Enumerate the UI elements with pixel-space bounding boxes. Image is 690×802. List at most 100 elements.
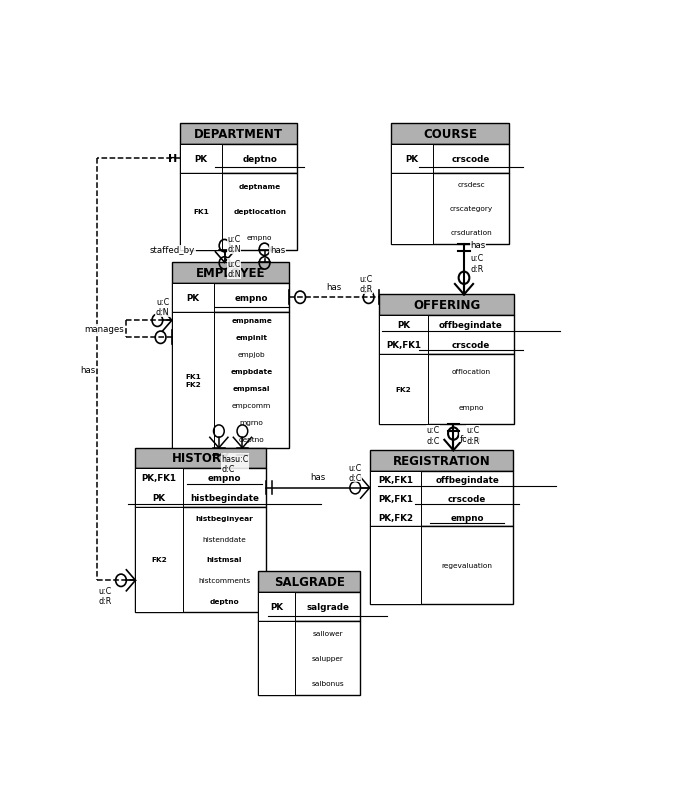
Text: PK: PK xyxy=(195,155,208,164)
Bar xyxy=(172,283,290,313)
Text: histenddate: histenddate xyxy=(203,536,246,542)
Bar xyxy=(259,621,360,695)
Bar xyxy=(135,448,266,468)
Text: u:C
d:R: u:C d:R xyxy=(471,254,484,273)
Text: crsduration: crsduration xyxy=(450,229,492,236)
Bar xyxy=(180,124,297,144)
Text: deptno: deptno xyxy=(239,437,265,443)
Text: salupper: salupper xyxy=(312,655,344,661)
Bar xyxy=(380,354,428,425)
Bar xyxy=(180,173,222,250)
Text: OFFERING: OFFERING xyxy=(413,299,480,312)
Text: u:C
d:N: u:C d:N xyxy=(155,298,169,317)
Bar xyxy=(380,315,514,354)
Text: has: has xyxy=(81,365,96,375)
Text: FK2: FK2 xyxy=(395,387,411,392)
Text: FK2: FK2 xyxy=(151,557,167,563)
Text: manages: manages xyxy=(84,325,124,334)
Bar xyxy=(172,312,290,448)
Text: u:C
d:C: u:C d:C xyxy=(426,426,440,445)
Text: crscode: crscode xyxy=(452,340,490,349)
Text: PK,FK2: PK,FK2 xyxy=(378,513,413,522)
Bar xyxy=(370,451,513,471)
Bar xyxy=(172,283,214,313)
Text: crscode: crscode xyxy=(448,494,486,504)
Text: salgrade: salgrade xyxy=(306,602,349,611)
Text: empinit: empinit xyxy=(236,335,268,341)
Text: empbdate: empbdate xyxy=(230,369,273,375)
Text: histbeginyear: histbeginyear xyxy=(195,515,253,521)
Text: PK,FK1: PK,FK1 xyxy=(141,474,177,483)
Text: empno: empno xyxy=(208,474,242,483)
Text: PK,FK1: PK,FK1 xyxy=(378,494,413,504)
Text: PK: PK xyxy=(270,602,283,611)
Text: PK: PK xyxy=(397,321,410,330)
Text: hasu:C
d:C: hasu:C d:C xyxy=(221,454,249,473)
Text: HISTORY: HISTORY xyxy=(172,452,230,465)
Text: u:C
d:N: u:C d:N xyxy=(227,260,241,279)
Text: empno: empno xyxy=(235,294,268,302)
Bar xyxy=(380,295,514,315)
Text: has: has xyxy=(327,282,342,291)
Text: empcomm: empcomm xyxy=(232,403,271,409)
Text: empmsal: empmsal xyxy=(233,386,270,392)
Text: offbegindate: offbegindate xyxy=(435,476,499,485)
Bar xyxy=(259,592,360,621)
Bar xyxy=(380,315,428,354)
Text: has: has xyxy=(270,246,285,255)
Bar xyxy=(370,527,513,604)
Bar xyxy=(180,144,297,173)
Text: empno: empno xyxy=(247,235,273,241)
Bar xyxy=(180,173,297,250)
Text: histbegindate: histbegindate xyxy=(190,493,259,502)
Text: offbegindate: offbegindate xyxy=(439,321,503,330)
Text: deptno: deptno xyxy=(242,155,277,164)
Text: salbonus: salbonus xyxy=(311,680,344,686)
Text: crsdesc: crsdesc xyxy=(457,182,485,188)
Text: deptno: deptno xyxy=(210,598,239,605)
Text: u:C
d:R: u:C d:R xyxy=(466,426,480,445)
Text: empno: empno xyxy=(451,513,484,522)
Bar xyxy=(370,527,422,604)
Text: staffed_by: staffed_by xyxy=(150,246,195,255)
Bar xyxy=(135,508,266,612)
Text: PK,FK1: PK,FK1 xyxy=(386,340,421,349)
Text: histcomments: histcomments xyxy=(199,577,250,584)
Bar xyxy=(370,471,513,527)
Text: empname: empname xyxy=(231,318,272,324)
Bar xyxy=(391,124,509,144)
Text: offlocation: offlocation xyxy=(451,369,491,375)
Bar xyxy=(135,468,183,508)
Bar xyxy=(391,144,509,173)
Bar xyxy=(259,572,360,592)
Bar xyxy=(135,508,183,612)
Text: crscategory: crscategory xyxy=(449,206,493,212)
Text: PK: PK xyxy=(186,294,199,302)
Bar xyxy=(172,312,214,448)
Text: empno: empno xyxy=(458,404,484,410)
Bar xyxy=(135,468,266,508)
Text: PK: PK xyxy=(406,155,419,164)
Text: REGISTRATION: REGISTRATION xyxy=(393,455,490,468)
Text: PK: PK xyxy=(152,493,166,502)
Text: sallower: sallower xyxy=(312,630,343,637)
Text: u:C
d:R: u:C d:R xyxy=(359,274,373,294)
Text: DEPARTMENT: DEPARTMENT xyxy=(194,128,283,140)
Text: COURSE: COURSE xyxy=(423,128,477,140)
Text: has: has xyxy=(471,241,486,249)
Bar xyxy=(391,173,509,245)
Text: has: has xyxy=(310,472,326,481)
Text: mgrno: mgrno xyxy=(240,419,264,426)
Text: for_a: for_a xyxy=(460,433,482,442)
Text: crscode: crscode xyxy=(452,155,490,164)
Text: deptlocation: deptlocation xyxy=(233,209,286,215)
Bar xyxy=(391,144,433,173)
Text: u:C
d:C: u:C d:C xyxy=(348,463,362,482)
Bar xyxy=(370,471,422,527)
Text: deptname: deptname xyxy=(239,184,281,189)
Text: FK1: FK1 xyxy=(193,209,209,215)
Bar xyxy=(380,354,514,425)
Text: EMPLOYEE: EMPLOYEE xyxy=(196,267,266,280)
Text: H: H xyxy=(168,154,178,164)
Text: PK,FK1: PK,FK1 xyxy=(378,476,413,485)
